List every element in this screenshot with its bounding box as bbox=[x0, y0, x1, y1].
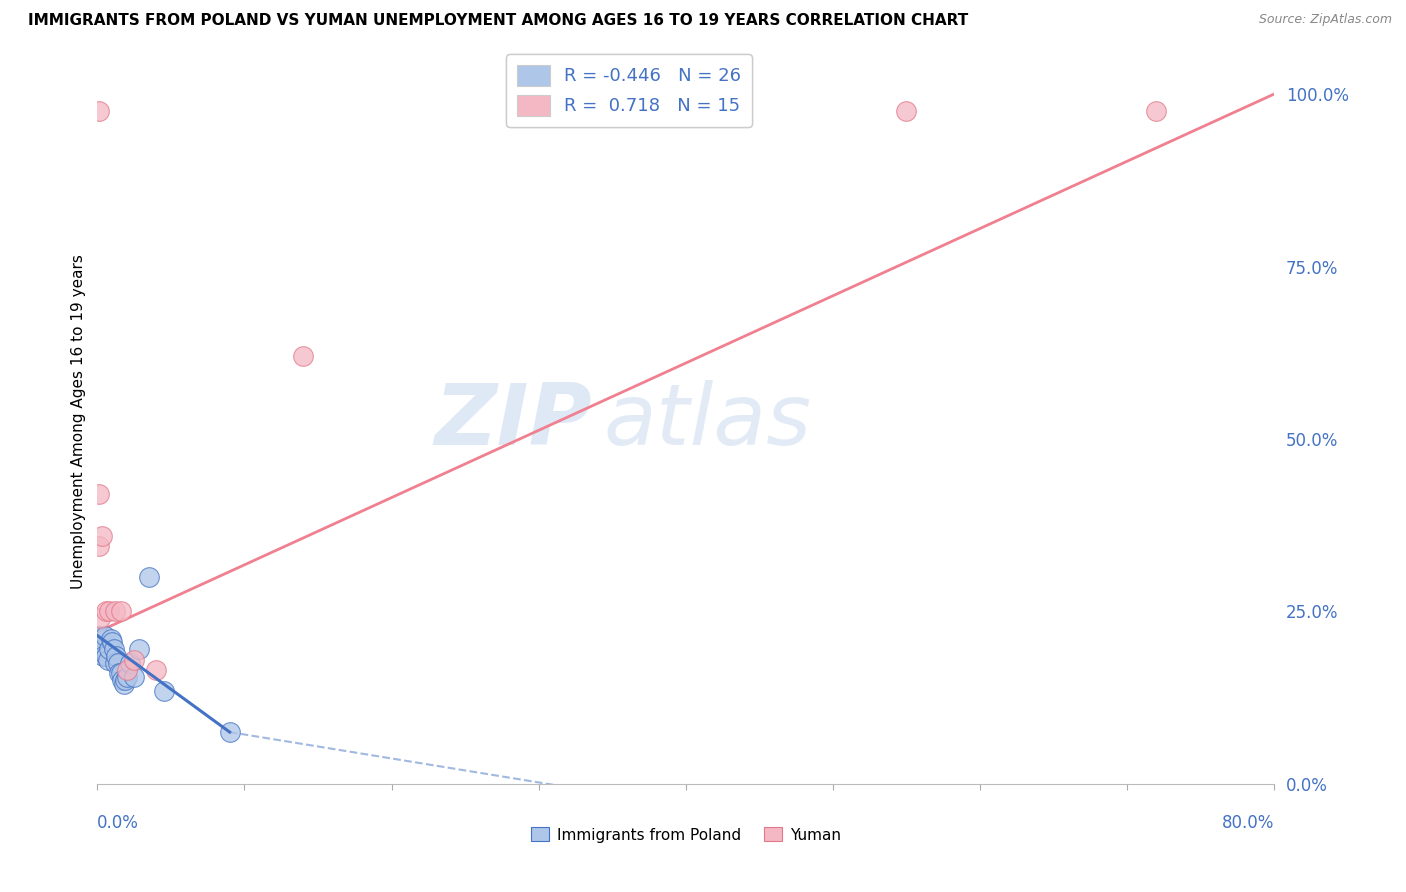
Point bbox=[87, 104, 110, 119]
Point bbox=[91, 649, 114, 664]
Point bbox=[122, 653, 145, 667]
Point bbox=[122, 670, 145, 684]
Point bbox=[111, 673, 134, 688]
Point bbox=[128, 642, 150, 657]
Text: atlas: atlas bbox=[603, 380, 811, 463]
Point bbox=[104, 656, 127, 670]
Point bbox=[1144, 104, 1167, 119]
Point bbox=[96, 649, 118, 664]
Text: Source: ZipAtlas.com: Source: ZipAtlas.com bbox=[1258, 13, 1392, 27]
Point bbox=[105, 649, 128, 664]
Point bbox=[110, 666, 132, 681]
Point bbox=[89, 639, 111, 653]
Point bbox=[107, 656, 129, 670]
Point bbox=[896, 104, 918, 119]
Point bbox=[100, 632, 122, 646]
Point bbox=[96, 604, 118, 618]
Point bbox=[115, 670, 138, 684]
Point bbox=[112, 677, 135, 691]
Point bbox=[115, 663, 138, 677]
Point bbox=[104, 604, 127, 618]
Y-axis label: Unemployment Among Ages 16 to 19 years: Unemployment Among Ages 16 to 19 years bbox=[72, 254, 86, 589]
Point bbox=[138, 570, 160, 584]
Text: 80.0%: 80.0% bbox=[1222, 814, 1274, 832]
Text: ZIP: ZIP bbox=[434, 380, 592, 463]
Point bbox=[87, 628, 110, 642]
Point bbox=[98, 604, 121, 618]
Text: 0.0%: 0.0% bbox=[97, 814, 139, 832]
Point bbox=[89, 611, 111, 625]
Point bbox=[87, 487, 110, 501]
Point bbox=[90, 642, 112, 657]
Text: IMMIGRANTS FROM POLAND VS YUMAN UNEMPLOYMENT AMONG AGES 16 TO 19 YEARS CORRELATI: IMMIGRANTS FROM POLAND VS YUMAN UNEMPLOY… bbox=[28, 13, 969, 29]
Point bbox=[152, 683, 174, 698]
Point bbox=[90, 528, 112, 542]
Point bbox=[118, 656, 141, 670]
Point bbox=[145, 663, 167, 677]
Point bbox=[292, 349, 315, 363]
Point bbox=[108, 666, 131, 681]
Point bbox=[101, 635, 124, 649]
Point bbox=[110, 604, 132, 618]
Point bbox=[98, 642, 121, 657]
Point bbox=[114, 673, 136, 688]
Point bbox=[93, 628, 115, 642]
Point bbox=[97, 653, 120, 667]
Point bbox=[218, 725, 240, 739]
Point bbox=[103, 642, 125, 657]
Point bbox=[87, 539, 110, 553]
Legend: R = -0.446   N = 26, R =  0.718   N = 15: R = -0.446 N = 26, R = 0.718 N = 15 bbox=[506, 54, 752, 127]
